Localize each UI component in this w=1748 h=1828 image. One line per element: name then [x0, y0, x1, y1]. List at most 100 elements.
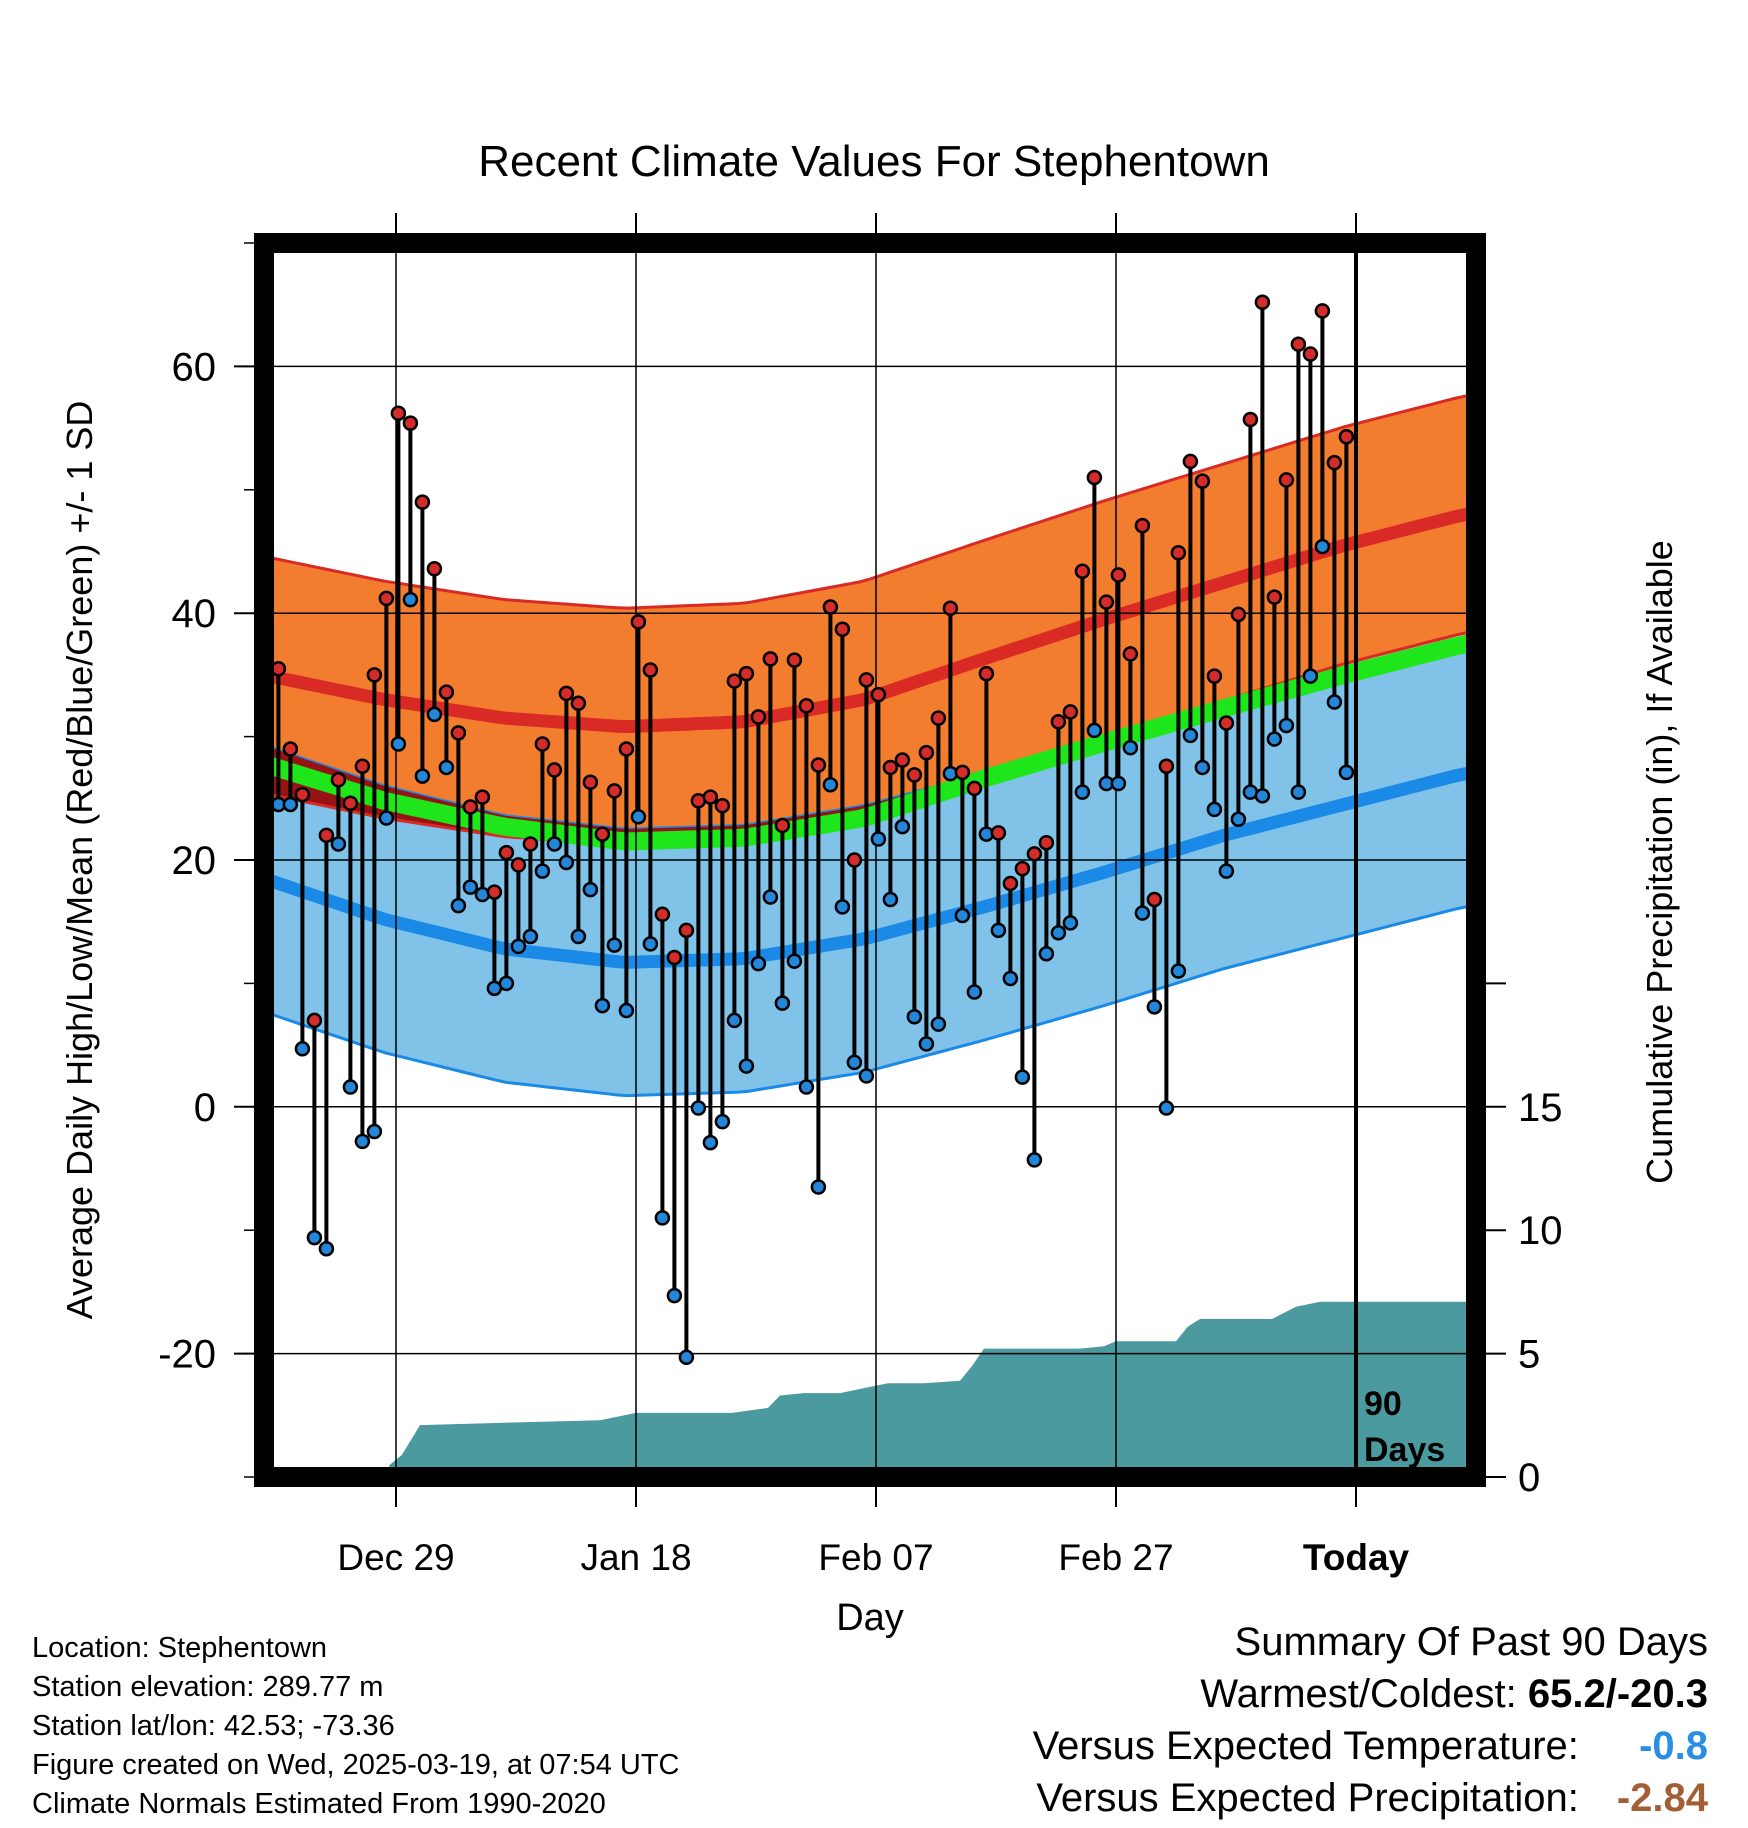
daily-high-point [714, 797, 731, 814]
daily-high-point [642, 662, 659, 678]
normal-high-band-upper-edge [264, 394, 1476, 610]
daily-low-point [1110, 775, 1127, 792]
daily-high-point [858, 672, 875, 688]
daily-low-point [666, 1287, 683, 1304]
summary-warm-cold-value: 65.2/-20.3 [1527, 1672, 1708, 1716]
daily-high-point [1194, 473, 1211, 489]
daily-low-point [990, 922, 1007, 939]
y2-tick-label-2: 5 [1518, 1333, 1540, 1377]
daily-low-point [522, 928, 539, 945]
y-axis-label: Average Daily High/Low/Mean (Red/Blue/Gr… [59, 401, 100, 1320]
daily-high-point [594, 826, 611, 842]
daily-low-point [414, 768, 431, 784]
daily-high-point [810, 757, 827, 773]
daily-low-point [582, 881, 599, 898]
daily-low-point [534, 863, 551, 879]
daily-high-point [1026, 846, 1043, 862]
daily-low-point [450, 897, 467, 914]
daily-high-point [834, 621, 851, 637]
daily-high-point [1134, 517, 1151, 534]
daily-high-point [414, 494, 431, 510]
daily-high-point [654, 906, 671, 923]
daily-low-point [810, 1179, 827, 1195]
daily-low-point [1338, 764, 1355, 781]
y2-tick-label-1: 10 [1518, 1209, 1563, 1253]
daily-low-point [330, 836, 347, 852]
daily-low-point [438, 759, 455, 776]
plot-area: 90 Days [264, 243, 1476, 1477]
daily-low-point [714, 1113, 731, 1130]
daily-low-point [546, 836, 563, 852]
daily-low-point [642, 936, 659, 952]
daily-high-point [1170, 544, 1187, 561]
daily-low-point [1254, 788, 1271, 804]
daily-high-point [486, 884, 503, 900]
daily-low-point [1170, 963, 1187, 979]
daily-high-point [846, 852, 863, 868]
daily-low-point [558, 854, 575, 871]
daily-high-point [462, 799, 479, 815]
info-created: Figure created on Wed, 2025-03-19, at 07… [32, 1749, 680, 1781]
daily-high-point [906, 767, 923, 783]
daily-high-point [990, 825, 1007, 841]
daily-low-point [378, 810, 395, 826]
summary-temp: Versus Expected Temperature: -0.8 [1033, 1724, 1708, 1769]
window-label: 90 [1364, 1385, 1402, 1423]
daily-high-point [1266, 589, 1283, 605]
window-label-unit: Days [1364, 1431, 1445, 1469]
daily-high-point [786, 652, 803, 668]
daily-high-point [618, 741, 635, 757]
daily-low-point [870, 831, 887, 847]
daily-low-point [1194, 759, 1211, 776]
daily-high-point [498, 844, 515, 861]
daily-high-point [282, 741, 299, 757]
daily-low-point [654, 1210, 671, 1226]
daily-low-point [846, 1054, 863, 1071]
daily-high-point [510, 857, 527, 873]
y-tick-label-1: 40 [172, 592, 217, 636]
daily-low-point [1326, 694, 1343, 710]
daily-low-point [1314, 538, 1331, 555]
daily-low-point [678, 1349, 695, 1366]
daily-high-point [1002, 875, 1019, 892]
daily-high-point [522, 836, 539, 852]
daily-high-point [1278, 472, 1295, 488]
daily-low-point [1206, 801, 1223, 818]
daily-low-point [1062, 915, 1079, 931]
daily-high-point [558, 685, 575, 702]
info-location: Location: Stephentown [32, 1632, 328, 1664]
daily-high-point [738, 665, 755, 682]
daily-high-point [582, 774, 599, 791]
x-tick-label-1: Jan 18 [580, 1537, 691, 1578]
daily-low-point [774, 995, 791, 1011]
x-tick-label-2: Feb 07 [818, 1537, 933, 1578]
daily-high-point [378, 590, 395, 607]
summary-title: Summary Of Past 90 Days [1234, 1620, 1708, 1664]
x-tick-label-4: Today [1303, 1537, 1410, 1578]
daily-low-point [1002, 970, 1019, 987]
daily-high-point [474, 789, 491, 805]
daily-low-point [1086, 722, 1103, 739]
daily-low-point [318, 1240, 335, 1257]
info-latlon: Station lat/lon: 42.53; -73.36 [32, 1710, 395, 1742]
daily-high-point [402, 415, 419, 431]
daily-high-point [1014, 860, 1031, 877]
daily-low-point [498, 975, 515, 992]
daily-high-point [450, 725, 467, 741]
daily-low-point [1146, 999, 1163, 1015]
daily-high-point [930, 710, 947, 726]
daily-low-point [354, 1133, 371, 1150]
summary-temp-label: Versus Expected Temperature: [1032, 1724, 1579, 1768]
summary-temp-value: -0.8 [1639, 1724, 1708, 1768]
daily-low-point [1290, 784, 1307, 800]
daily-low-point [1038, 946, 1055, 962]
daily-high-point [798, 698, 815, 714]
daily-high-point [630, 614, 647, 630]
summary-precip-label: Versus Expected Precipitation: [1036, 1776, 1579, 1820]
daily-high-point [534, 736, 551, 752]
daily-high-point [978, 665, 995, 682]
precip-area [264, 1301, 1476, 1477]
daily-high-point [918, 744, 935, 761]
daily-low-point [282, 796, 299, 813]
chart-title: Recent Climate Values For Stephentown [478, 137, 1270, 186]
